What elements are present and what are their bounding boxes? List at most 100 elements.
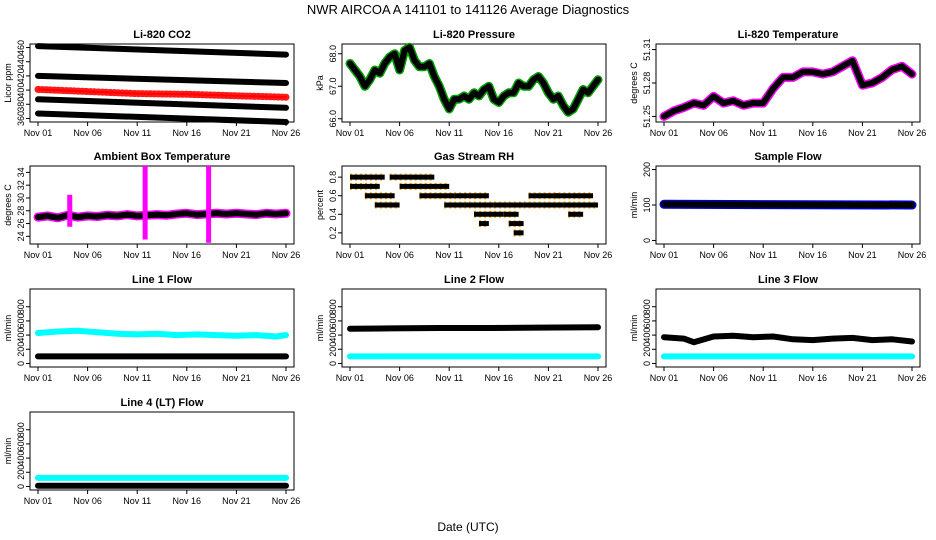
x-tick-label: Nov 11 — [749, 373, 777, 383]
x-tick-label: Nov 01 — [650, 128, 679, 138]
x-tick-label: Nov 01 — [24, 496, 53, 506]
x-tick-label: Nov 26 — [272, 496, 301, 506]
y-tick-label: 34 — [16, 167, 26, 177]
plot-frame — [29, 288, 295, 368]
y-tick-label: 400 — [16, 328, 26, 343]
x-tick-label: Nov 06 — [385, 373, 414, 383]
series-line — [35, 210, 289, 221]
y-tick-label: 0.6 — [328, 189, 338, 202]
y-tick-label: 420 — [16, 68, 26, 83]
x-tick-label: Nov 26 — [272, 373, 301, 383]
x-tick-label: Nov 21 — [848, 373, 877, 383]
x-tick-label: Nov 21 — [848, 250, 877, 260]
panel-title: Li-820 CO2 — [133, 29, 190, 41]
x-tick-label: Nov 01 — [336, 373, 365, 383]
chart-panel-2: Li-820 Pressure 66.0 67.0 68.0 kPa Nov 01 Nov … — [315, 29, 612, 138]
y-tick-label: 200 — [642, 162, 652, 177]
y-tick-label: 200 — [642, 342, 652, 357]
y-tick-label: 600 — [16, 313, 26, 328]
series-edge — [659, 56, 917, 121]
x-tick-label: Nov 21 — [534, 373, 563, 383]
x-tick-label: Nov 16 — [485, 128, 514, 138]
panel-title: Line 1 Flow — [132, 274, 192, 286]
x-tick-label: Nov 06 — [385, 250, 414, 260]
x-tick-label: Nov 26 — [898, 128, 927, 138]
panel-title: Li-820 Pressure — [433, 29, 515, 41]
series-line — [35, 327, 289, 340]
x-tick-label: Nov 01 — [336, 128, 365, 138]
x-tick-label: Nov 11 — [123, 250, 151, 260]
x-tick-label: Nov 11 — [749, 250, 777, 260]
x-tick-label: Nov 16 — [173, 128, 202, 138]
x-tick-label: Nov 11 — [435, 128, 463, 138]
y-tick-label: 800 — [328, 299, 338, 314]
y-tick-label: 800 — [642, 299, 652, 314]
series-line — [347, 44, 601, 116]
x-tick-label: Nov 16 — [173, 250, 202, 260]
y-tick-label: 28 — [16, 206, 26, 216]
x-tick-label: Nov 06 — [385, 128, 414, 138]
x-tick-label: Nov 01 — [336, 250, 365, 260]
x-tick-label: Nov 11 — [749, 128, 777, 138]
plot-frame — [29, 165, 295, 245]
x-tick-label: Nov 26 — [584, 373, 613, 383]
x-tick-label: Nov 06 — [73, 373, 102, 383]
series-line — [661, 57, 915, 120]
y-tick-label: 66.0 — [328, 110, 338, 128]
x-tick-label: Nov 21 — [222, 496, 251, 506]
plot-frame — [341, 165, 607, 245]
chart-panel-3: Li-820 Temperature 51.25 51.28 51.31degrees… — [629, 29, 926, 138]
panel-title: Line 3 Flow — [758, 274, 818, 286]
x-tick-label: Nov 26 — [584, 128, 613, 138]
plot-frame — [29, 411, 295, 491]
x-tick-label: Nov 16 — [485, 373, 514, 383]
y-axis-label: ml/min — [3, 438, 13, 465]
y-tick-label: 0.8 — [328, 171, 338, 184]
figure-x-label: Date (UTC) — [437, 520, 498, 534]
y-tick-label: 600 — [642, 313, 652, 328]
panel-title: Line 4 (LT) Flow — [121, 397, 204, 409]
y-tick-label: 400 — [16, 83, 26, 98]
x-tick-label: Nov 26 — [898, 250, 927, 260]
x-tick-label: Nov 21 — [222, 128, 251, 138]
series-line — [347, 324, 601, 332]
y-axis-label: degrees C — [629, 62, 639, 104]
x-tick-label: Nov 16 — [799, 250, 828, 260]
x-tick-label: Nov 21 — [534, 250, 563, 260]
x-tick-label: Nov 21 — [848, 128, 877, 138]
x-tick-label: Nov 01 — [24, 250, 53, 260]
y-tick-label: 0 — [328, 361, 338, 366]
x-tick-label: Nov 06 — [73, 496, 102, 506]
y-tick-label: 600 — [16, 436, 26, 451]
x-tick-label: Nov 11 — [435, 373, 463, 383]
y-tick-label: 32 — [16, 180, 26, 190]
y-tick-label: 200 — [16, 342, 26, 357]
y-tick-label: 600 — [328, 313, 338, 328]
panel-title: Gas Stream RH — [434, 151, 514, 163]
x-tick-label: Nov 16 — [173, 373, 202, 383]
x-tick-label: Nov 16 — [799, 373, 828, 383]
y-tick-label: 0.4 — [328, 208, 338, 221]
x-tick-label: Nov 26 — [898, 373, 927, 383]
x-tick-label: Nov 21 — [534, 128, 563, 138]
y-tick-label: 24 — [16, 231, 26, 241]
x-tick-label: Nov 06 — [699, 128, 728, 138]
plot-frame — [341, 43, 607, 123]
y-axis-label: kPa — [315, 75, 325, 91]
y-tick-label: 51.25 — [642, 105, 652, 128]
x-tick-label: Nov 26 — [272, 250, 301, 260]
series-line — [35, 96, 289, 111]
x-tick-label: Nov 01 — [24, 128, 53, 138]
y-tick-label: 0 — [642, 238, 652, 243]
plot-frame — [341, 288, 607, 368]
series-line — [35, 72, 289, 86]
y-tick-label: 800 — [16, 422, 26, 437]
y-tick-label: 0 — [642, 361, 652, 366]
y-axis-label: ml/min — [3, 315, 13, 342]
figure-title: NWR AIRCOA A 141101 to 141126 Average Di… — [307, 2, 630, 17]
y-tick-label: 67.0 — [328, 77, 338, 95]
